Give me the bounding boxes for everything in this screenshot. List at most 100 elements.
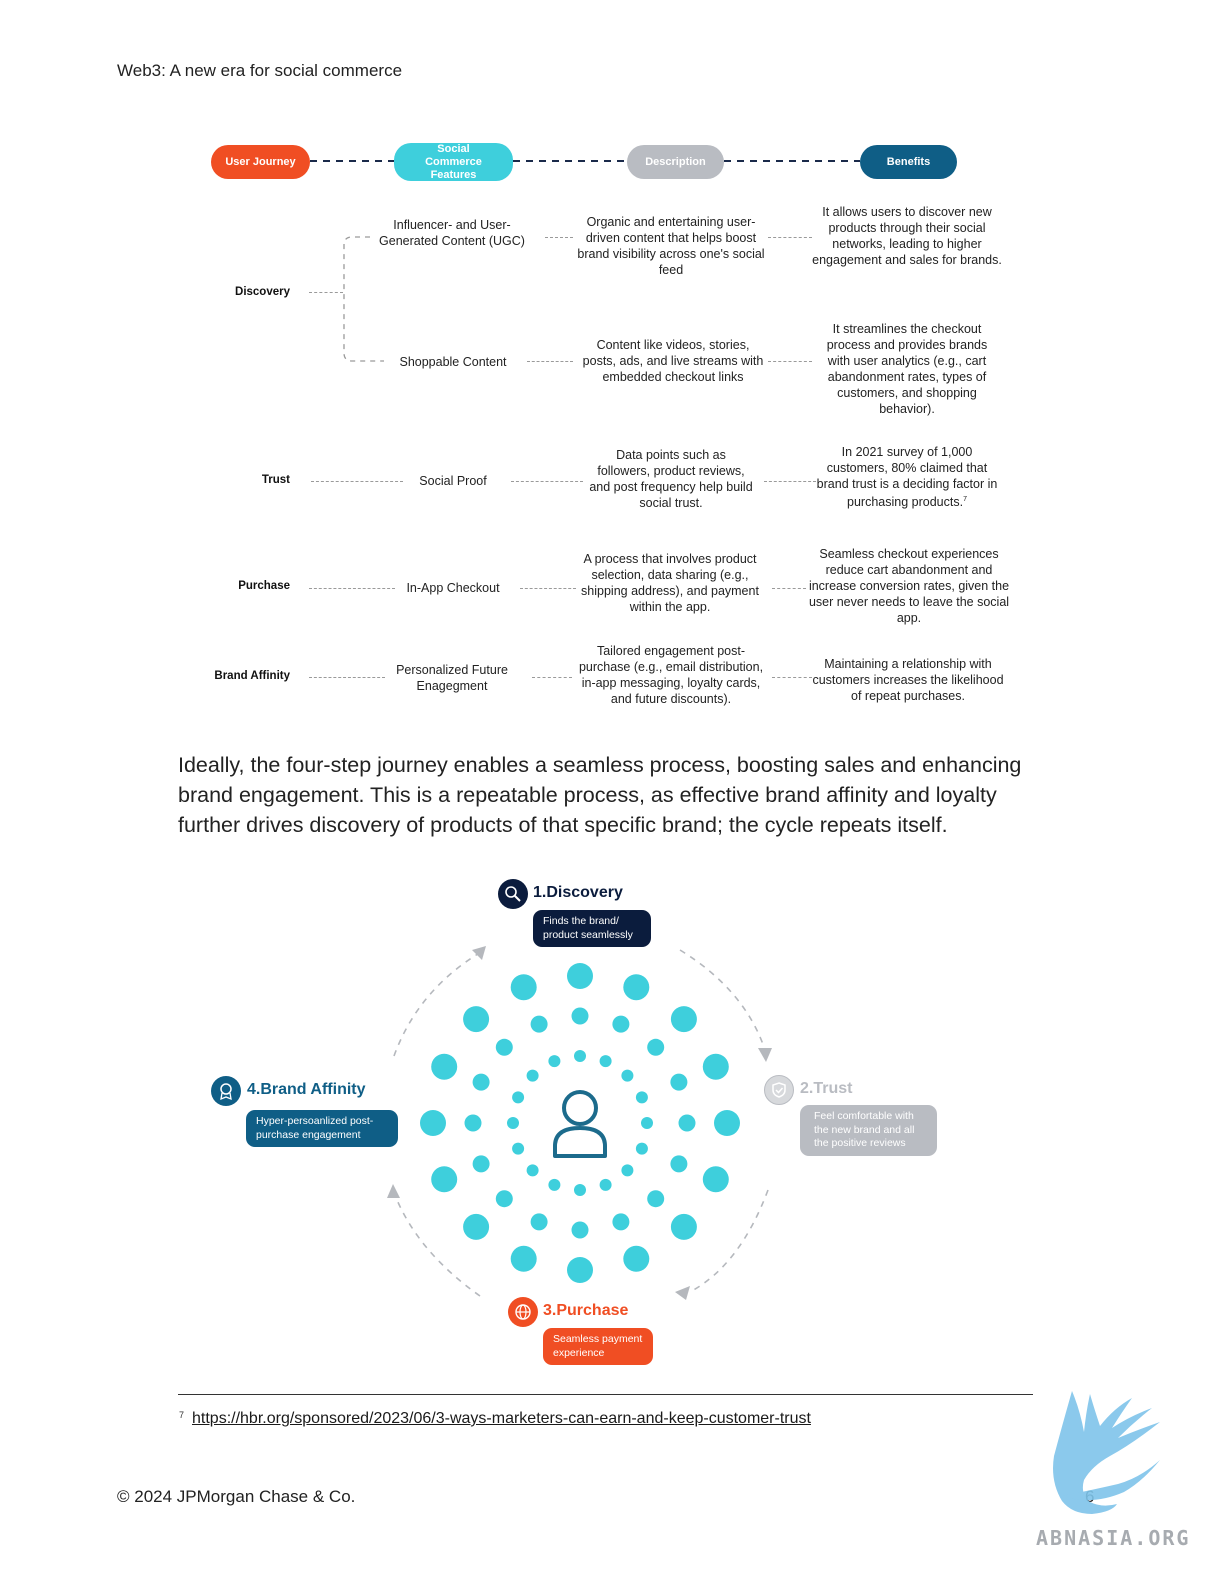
cluster-dot — [530, 1015, 548, 1033]
cluster-dot — [670, 1006, 697, 1033]
cluster-dot — [623, 1245, 650, 1272]
step-box-purchase: Seamless payment experience — [543, 1328, 653, 1365]
cluster-dot — [647, 1190, 665, 1208]
cluster-dot — [623, 974, 650, 1001]
cluster-dot — [495, 1190, 513, 1208]
description-cell: Content like videos, stories, posts, ads… — [582, 338, 764, 384]
connector-dash — [764, 481, 816, 482]
connector-dash — [309, 588, 395, 589]
step-title-brand-affinity: 4.Brand Affinity — [247, 1081, 366, 1098]
connector-dash — [545, 237, 573, 238]
phoenix-logo-icon — [1053, 1391, 1160, 1514]
globe-cart-icon — [508, 1297, 538, 1327]
connector-dash — [520, 588, 576, 589]
cluster-dot — [599, 1178, 612, 1191]
connector-dash — [309, 292, 343, 293]
cluster-dot — [612, 1213, 630, 1231]
cluster-dot — [530, 1213, 548, 1231]
cluster-dot — [431, 1166, 458, 1193]
cluster-dot — [526, 1164, 539, 1177]
cluster-dot — [641, 1117, 653, 1129]
step-box-discovery: Finds the brand/ product seamlessly — [533, 910, 651, 947]
step-title-purchase: 3.Purchase — [543, 1302, 629, 1319]
feature-cell: Personalized Future Enagegment — [396, 663, 508, 693]
cluster-dot — [714, 1110, 740, 1136]
description-cell: Organic and entertaining user-driven con… — [577, 215, 765, 277]
footnote-link[interactable]: https://hbr.org/sponsored/2023/06/3-ways… — [192, 1410, 811, 1427]
benefit-text: In 2021 survey of 1,000 customers, 80% c… — [816, 445, 998, 510]
cluster-dot — [420, 1110, 446, 1136]
cluster-dot — [574, 1050, 586, 1062]
cluster-dot — [512, 1142, 525, 1155]
cluster-dot — [678, 1114, 696, 1132]
page-header-title: Web3: A new era for social commerce — [117, 61, 403, 80]
watermark-text: ABNASIA.ORG — [1036, 1526, 1191, 1550]
body-paragraph: Ideally, the four-step journey enables a… — [178, 753, 1022, 837]
copyright-text: © 2024 JPMorgan Chase & Co. — [117, 1487, 356, 1506]
footnote-marker: 7 — [963, 496, 967, 503]
cluster-dot — [512, 1091, 525, 1104]
footnote-number: 7 — [179, 1410, 185, 1420]
cluster-dot — [548, 1055, 561, 1068]
connector-dash — [768, 237, 812, 238]
connector-dash — [311, 481, 403, 482]
shield-check-icon — [764, 1075, 794, 1105]
cycle-diagram — [387, 946, 772, 1300]
step-title-trust: 2.Trust — [800, 1080, 853, 1097]
person-icon — [553, 1090, 607, 1158]
cluster-dot — [635, 1091, 648, 1104]
column-header-benefits: Benefits — [860, 145, 957, 179]
footnote-divider — [178, 1394, 1033, 1395]
connector-dash — [768, 361, 812, 362]
cluster-dot — [702, 1053, 729, 1080]
arrow-head — [472, 946, 486, 960]
cluster-dot — [621, 1069, 634, 1082]
cluster-dot — [463, 1213, 490, 1240]
column-header-description: Description — [627, 145, 724, 179]
cluster-dot — [670, 1213, 697, 1240]
cluster-dot — [599, 1055, 612, 1068]
column-header-user-journey: User Journey — [211, 145, 310, 179]
arrow-head — [387, 1184, 400, 1198]
benefit-cell: It allows users to discover new products… — [812, 205, 1002, 267]
dot-cluster — [420, 963, 740, 1283]
step-box-trust: Feel comfortable with the new brand and … — [800, 1105, 937, 1156]
stage-label-brand-affinity: Brand Affinity — [214, 670, 290, 682]
cluster-dot — [635, 1142, 648, 1155]
cluster-dot — [510, 1245, 537, 1272]
magnifier-icon — [498, 879, 528, 909]
connector-dash — [772, 677, 812, 678]
step-box-brand-affinity: Hyper-persoanlized post-purchase engagem… — [246, 1110, 398, 1147]
benefit-cell: In 2021 survey of 1,000 customers, 80% c… — [816, 444, 998, 510]
stage-label-purchase: Purchase — [238, 580, 290, 592]
cluster-dot — [472, 1073, 490, 1091]
cluster-dot — [571, 1221, 589, 1239]
cluster-dot — [464, 1114, 482, 1132]
stage-label-trust: Trust — [261, 474, 290, 486]
feature-cell: Social Proof — [419, 474, 487, 488]
description-cell: Data points such as followers, product r… — [589, 448, 753, 510]
feature-cell: Influencer- and User-Generated Content (… — [379, 218, 525, 248]
cluster-dot — [463, 1006, 490, 1033]
cluster-dot — [571, 1007, 589, 1025]
connector-dash — [532, 677, 572, 678]
benefit-cell: Seamless checkout experiences reduce car… — [808, 547, 1010, 625]
cluster-dot — [507, 1117, 519, 1129]
cluster-dot — [495, 1038, 513, 1056]
connector-dash — [772, 588, 806, 589]
cluster-dot — [526, 1069, 539, 1082]
cluster-dot — [548, 1178, 561, 1191]
cluster-dot — [702, 1166, 729, 1193]
cluster-dot — [612, 1015, 630, 1033]
award-badge-icon — [211, 1076, 241, 1106]
column-header-social-commerce-features: Social Commerce Features — [394, 143, 513, 181]
benefit-cell: Maintaining a relationship with customer… — [812, 657, 1004, 703]
cluster-dot — [670, 1073, 688, 1091]
cluster-dot — [647, 1038, 665, 1056]
feature-cell: Shoppable Content — [399, 355, 507, 369]
table-connectors — [310, 160, 860, 362]
cluster-dot — [510, 974, 537, 1001]
cluster-dot — [574, 1184, 586, 1196]
benefit-cell: It streamlines the checkout process and … — [826, 322, 988, 416]
feature-cell: In-App Checkout — [406, 581, 500, 595]
